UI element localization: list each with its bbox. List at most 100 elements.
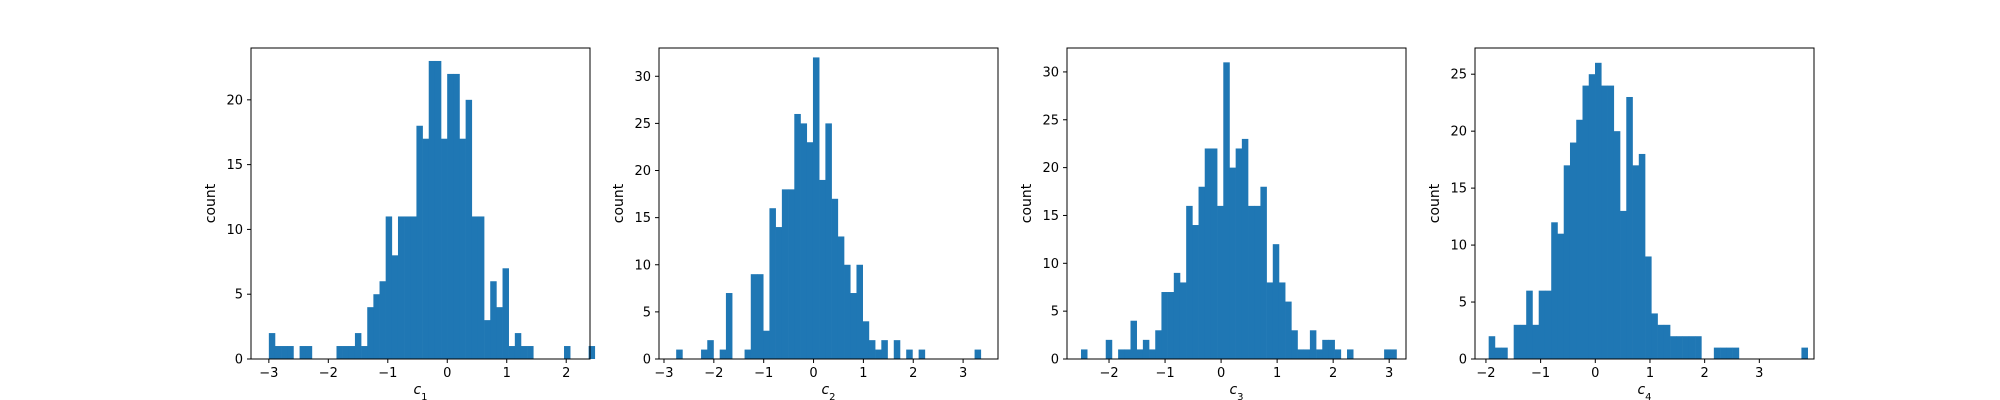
histogram-bar	[719, 349, 727, 359]
histogram-bar	[299, 346, 307, 359]
histogram-bar	[410, 216, 417, 359]
histogram-bar	[1136, 349, 1144, 359]
histogram-bar	[514, 333, 522, 359]
histogram-bar	[744, 349, 752, 359]
histogram-bar	[1149, 349, 1156, 359]
histogram-bar	[422, 138, 430, 359]
x-tick-label: −2	[319, 366, 338, 381]
histogram-bar	[1569, 142, 1577, 359]
histogram-bar	[1601, 85, 1608, 359]
x-tick-label: −1	[1155, 366, 1174, 381]
histogram-bar	[434, 60, 442, 360]
histogram-bar	[1241, 138, 1249, 359]
x-tick-label: 3	[959, 366, 967, 381]
y-tick-label: 30	[1042, 65, 1059, 80]
histogram-bar	[1316, 349, 1323, 359]
histogram-bar	[800, 123, 808, 359]
histogram-bar	[769, 208, 776, 359]
histogram-bar	[447, 73, 454, 360]
x-tick-label: 2	[909, 366, 917, 381]
histogram-bar	[391, 255, 399, 359]
histogram-bar	[1118, 349, 1125, 359]
y-tick-label: 5	[1051, 305, 1059, 320]
histogram-bar	[477, 216, 485, 359]
histogram-bar	[385, 216, 393, 359]
y-tick-label: 15	[226, 158, 243, 173]
histogram-bar	[906, 349, 913, 359]
histogram-bar	[1519, 324, 1527, 359]
histogram-bar	[465, 99, 473, 359]
y-ticks-c1: 0 5 10 15 20	[226, 93, 251, 368]
histogram-bar	[268, 333, 276, 359]
x-tick-label: 1	[1273, 366, 1281, 381]
x-tick-label: −3	[259, 366, 278, 381]
histogram-bar	[1334, 349, 1342, 359]
y-ticks-c2: 0 5 10 15 20 25 30	[634, 70, 659, 368]
y-tick-label: 0	[643, 353, 651, 368]
histogram-bar	[875, 349, 882, 359]
histogram-bar	[763, 330, 770, 359]
histogram-bar	[1192, 225, 1199, 359]
y-tick-label: 20	[1042, 161, 1059, 176]
histogram-bar	[1563, 165, 1571, 359]
histogram-c4: −2 −1 0 1 2 3 0 5 10 15 20 25 count c4	[1427, 47, 1815, 400]
x-axis-label-c1: c1	[413, 382, 427, 400]
y-tick-label: 10	[634, 258, 651, 273]
histogram-bar	[1726, 347, 1733, 359]
histogram-bar	[1105, 339, 1113, 359]
x-tick-label: 2	[562, 366, 570, 381]
bars-c4	[1488, 62, 1808, 360]
y-axis-label-c1: count	[203, 183, 219, 223]
histogram-bar	[1204, 148, 1212, 359]
histogram-bar	[527, 346, 534, 359]
axes-frame-c2	[658, 47, 999, 360]
y-tick-label: 20	[634, 164, 651, 179]
histogram-bar	[1494, 347, 1502, 359]
histogram-bar	[1081, 349, 1088, 359]
histogram-bar	[1173, 272, 1181, 359]
histogram-bar	[1720, 347, 1727, 359]
histogram-bar	[1645, 256, 1652, 359]
x-ticks-c4: −2 −1 0 1 2 3	[1476, 359, 1763, 381]
x-tick-label: 1	[503, 366, 511, 381]
y-tick-label: 25	[634, 117, 651, 132]
histogram-bar	[1328, 339, 1335, 359]
y-tick-label: 30	[634, 70, 651, 85]
histogram-bar	[373, 294, 380, 359]
axes-frame-c4	[1474, 47, 1815, 360]
histogram-bar	[1501, 347, 1508, 359]
y-tick-label: 0	[235, 353, 243, 368]
histogram-bar	[1124, 349, 1131, 359]
histogram-bar	[794, 113, 801, 359]
histogram-bar	[1198, 186, 1206, 359]
y-ticks-c3: 0 5 10 15 20 25 30	[1042, 65, 1067, 368]
y-tick-label: 15	[1042, 209, 1059, 224]
histogram-bar	[893, 340, 901, 359]
histogram-bar	[342, 346, 350, 359]
x-tick-label: 1	[1646, 366, 1654, 381]
histogram-bar	[1390, 349, 1397, 359]
bars-c1	[268, 60, 596, 360]
histogram-bar	[471, 216, 479, 359]
y-tick-label: 5	[643, 305, 651, 320]
histogram-bar	[484, 320, 491, 360]
histogram-bar	[367, 307, 374, 359]
histogram-bar	[348, 346, 356, 359]
histogram-bar	[1670, 336, 1677, 359]
histogram-bar	[361, 346, 368, 359]
histogram-bar	[588, 346, 596, 359]
x-ticks-c1: −3 −2 −1 0 1 2	[259, 359, 570, 381]
x-tick-label: −2	[1099, 366, 1118, 381]
histogram-bar	[1186, 205, 1193, 359]
x-tick-label: 0	[1217, 366, 1225, 381]
histogram-bar	[287, 346, 294, 359]
histogram-bar	[1272, 244, 1280, 359]
histogram-bar	[831, 198, 839, 359]
histogram-bar	[1384, 349, 1391, 359]
histogram-bar	[1297, 349, 1305, 359]
histogram-bar	[1347, 349, 1354, 359]
histogram-bar	[1532, 324, 1540, 359]
histogram-bar	[1303, 349, 1311, 359]
histogram-bar	[788, 189, 795, 359]
